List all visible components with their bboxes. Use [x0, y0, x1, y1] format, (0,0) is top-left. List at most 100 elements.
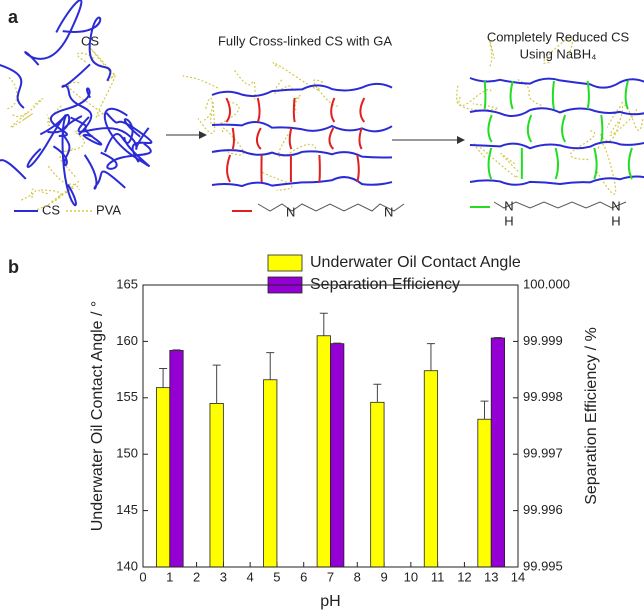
cs-chain: [0, 64, 25, 109]
crosslink: [526, 114, 533, 143]
diagram-title: Fully Cross-linked CS with GA: [218, 33, 392, 48]
cs-chain: [211, 121, 393, 133]
bar: [490, 337, 506, 568]
atom: N: [384, 204, 393, 219]
atom: N: [286, 204, 295, 219]
crosslink: [509, 80, 514, 110]
bar: [477, 418, 492, 568]
bar: [209, 403, 224, 568]
crosslink: [288, 127, 293, 150]
pva-chain: [458, 96, 499, 111]
crosslink: [600, 114, 604, 143]
crosslink: [561, 114, 567, 143]
cs-chain: [77, 116, 150, 150]
pva-chain: [203, 97, 214, 121]
bar: [169, 350, 184, 568]
cs-chain: [469, 175, 644, 186]
pva-chain: [63, 130, 85, 153]
pva-chain: [313, 79, 339, 107]
pva-chain: [20, 188, 37, 201]
cs-chain: [469, 141, 644, 150]
legend-swatch: [267, 254, 303, 272]
bar: [155, 387, 171, 568]
x-tick-label: 14: [511, 569, 525, 584]
cs-chain: [70, 116, 103, 146]
x-tick-label: 7: [327, 569, 334, 584]
y-axis-label: Underwater Oil Contact Angle / °: [89, 301, 106, 532]
atom: N: [504, 198, 513, 213]
bar: [263, 379, 278, 568]
crosslink: [318, 154, 321, 183]
crosslink: [225, 97, 231, 123]
legend-label: Underwater Oil Contact Angle: [310, 254, 521, 271]
pva-chain: [234, 70, 256, 100]
crosslink: [226, 154, 232, 183]
x-tick-label: 6: [300, 569, 307, 584]
pva-chain: [95, 73, 117, 119]
atom: N: [611, 198, 620, 213]
pva-chain: [599, 105, 624, 142]
pva-chain: [272, 62, 320, 91]
imine-structure: [257, 203, 405, 212]
pva-chain: [46, 105, 62, 126]
crosslink: [330, 97, 336, 123]
y-tick-label: 145: [116, 502, 138, 517]
cs-chain: [469, 107, 644, 117]
crosslink: [487, 114, 493, 143]
x-tick-label: 9: [380, 569, 387, 584]
pva-chain: [89, 47, 115, 79]
bar: [330, 343, 345, 568]
pva-chain: [474, 143, 518, 179]
crosslink: [328, 127, 335, 150]
pva-chain: [182, 75, 219, 89]
error-bar: [159, 367, 168, 388]
pva-chain: [210, 101, 240, 126]
x-tick-label: 13: [484, 569, 498, 584]
error-bar: [426, 343, 435, 371]
cs-chain: [61, 63, 93, 136]
cs-chain: [211, 82, 393, 98]
cs-chain: [211, 149, 393, 159]
crosslink: [554, 147, 560, 180]
y-tick-label: 140: [116, 558, 138, 573]
x-tick-label: 2: [193, 569, 200, 584]
pva-chain: [596, 142, 617, 195]
cs-chain: [211, 176, 393, 188]
pva-chain: [292, 94, 301, 113]
cs-chain: [0, 159, 27, 180]
cs-chain: [62, 16, 112, 82]
cs-chain: [47, 113, 77, 207]
y2-tick-label: 99.997: [523, 446, 563, 461]
error-bar: [319, 312, 328, 336]
cs-chain: [105, 112, 153, 163]
pva-chain: [47, 165, 81, 191]
cs-chain: [49, 87, 92, 137]
cs-chain: [83, 154, 126, 190]
cs-chain: [104, 118, 141, 153]
legend-label: CS: [42, 202, 60, 217]
error-bar: [480, 400, 489, 420]
x-tick-label: 5: [273, 569, 280, 584]
pva-chain: [488, 39, 496, 67]
crosslink: [624, 80, 629, 110]
crosslink: [255, 127, 262, 150]
error-bar: [373, 383, 382, 403]
error-bar: [333, 342, 342, 344]
y2-tick-label: 99.995: [523, 558, 563, 573]
bar: [423, 370, 439, 568]
y2-tick-label: 100.000: [523, 276, 570, 291]
plot-frame: [142, 284, 519, 568]
bar: [316, 335, 331, 568]
x-axis-label: pH: [320, 593, 340, 610]
cs-chain: [26, 114, 67, 169]
pva-chain: [278, 131, 317, 158]
diagram-title: Completely Reduced CS: [487, 29, 630, 44]
pva-chain: [12, 98, 44, 118]
crosslink: [483, 80, 487, 110]
x-tick-label: 11: [431, 569, 445, 584]
y2-tick-label: 99.999: [523, 333, 563, 348]
plot: 0 1 2 3 4 5 6 7 8 9 10 11 12 13 1414014515015516016599…: [89, 254, 600, 610]
crosslink: [356, 154, 360, 183]
bar: [370, 401, 385, 568]
